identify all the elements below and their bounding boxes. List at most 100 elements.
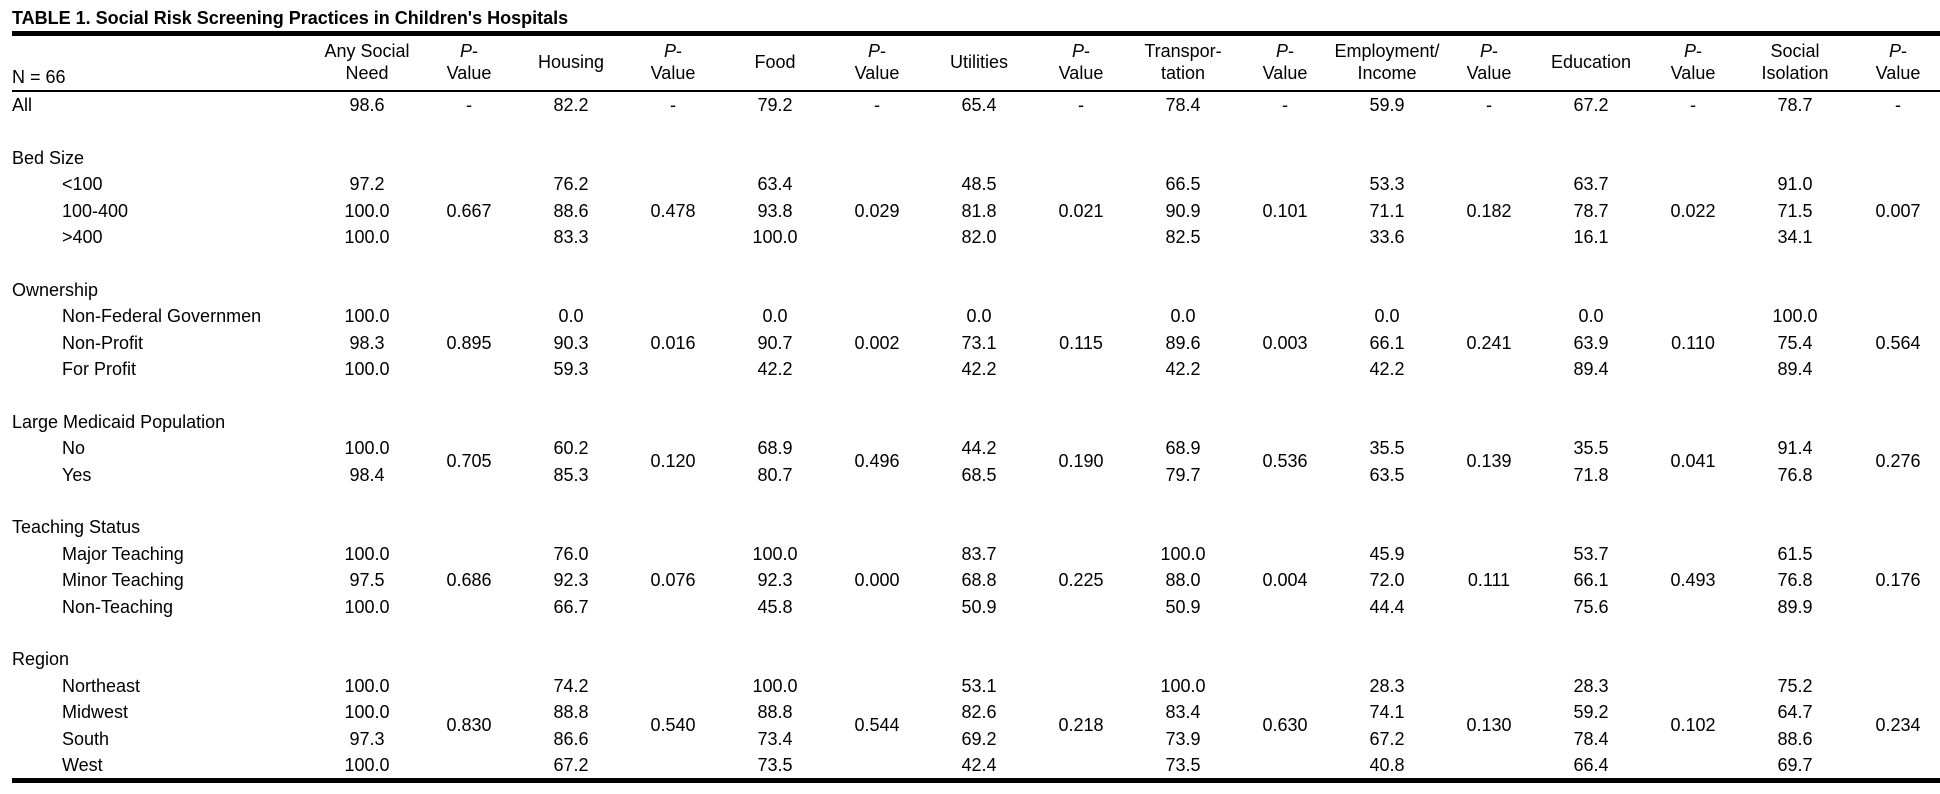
cell-value: 60.2 — [553, 438, 589, 459]
group-label: Region — [12, 649, 70, 670]
p-value: 0.540 — [650, 715, 696, 736]
cell-value: 74.1 — [1369, 702, 1405, 723]
cell-value: 98.3 — [349, 332, 385, 353]
row-label: Yes — [62, 464, 92, 485]
cell-value: 97.5 — [349, 570, 385, 591]
p-value: 0.225 — [1058, 570, 1104, 591]
table-title: TABLE 1. Social Risk Screening Practices… — [12, 8, 569, 28]
data-table: N = 66 Any Social Need P- Value Housing P- … — [12, 31, 1940, 783]
cell-value: 78.7 — [1777, 95, 1813, 116]
cell-value: 67.2 — [1369, 728, 1405, 749]
cell-value: 44.4 — [1369, 596, 1405, 617]
cell-value: 66.1 — [1369, 332, 1405, 353]
row-label: Non-Teaching — [62, 596, 174, 617]
cell-value: 100.0 — [344, 702, 390, 723]
p-value: 0.002 — [854, 332, 900, 353]
p-value: 0.102 — [1670, 715, 1716, 736]
cell-value: 73.9 — [1165, 728, 1201, 749]
cell-value: 66.1 — [1573, 570, 1609, 591]
cell-value: 53.1 — [961, 675, 997, 696]
data-row: Midwest 100.0 88.8 88.8 82.6 83.4 74.1 59.2 64.7 — [12, 699, 1940, 725]
cell-value: 100.0 — [344, 754, 390, 775]
row-label: 100-400 — [62, 200, 129, 221]
cell-value: 100.0 — [1772, 306, 1818, 327]
cell-value: 63.9 — [1573, 332, 1609, 353]
cell-value: 66.4 — [1573, 754, 1609, 775]
cell-value: 0.0 — [1578, 306, 1604, 327]
spacer-cell — [12, 620, 1940, 646]
cell-value: 91.4 — [1777, 438, 1813, 459]
cell-value: 0.0 — [762, 306, 788, 327]
n-label: N = 66 — [12, 67, 66, 87]
cell-value: 42.2 — [1165, 359, 1201, 380]
row-label: Northeast — [62, 675, 141, 696]
p-value-header: P- Value — [1875, 41, 1921, 83]
cell-value: 33.6 — [1369, 227, 1405, 248]
p-value-header: P- Value — [446, 41, 492, 83]
p-value: 0.630 — [1262, 715, 1308, 736]
group-filler — [310, 409, 1940, 435]
spacer-cell — [12, 250, 1940, 276]
cell-value: 69.7 — [1777, 754, 1813, 775]
cell-value: 88.8 — [757, 702, 793, 723]
cell-value: 69.2 — [961, 728, 997, 749]
cell-value: 89.4 — [1573, 359, 1609, 380]
cell-value: 76.8 — [1777, 464, 1813, 485]
spacer-row — [12, 118, 1940, 144]
cell-value: 68.9 — [1165, 438, 1201, 459]
p-value: 0.111 — [1467, 570, 1511, 591]
column-header: Employment/ Income — [1334, 41, 1440, 83]
p-value: 0.218 — [1058, 715, 1104, 736]
cell-value: 79.7 — [1165, 464, 1201, 485]
group-filler — [310, 277, 1940, 303]
row-label: For Profit — [62, 359, 137, 380]
cell-value: 28.3 — [1573, 675, 1609, 696]
p-value: 0.101 — [1262, 200, 1308, 221]
cell-value: 45.8 — [757, 596, 793, 617]
cell-value: 88.6 — [1777, 728, 1813, 749]
spacer-cell — [12, 488, 1940, 514]
cell-value: 42.2 — [1369, 359, 1405, 380]
group-label: Large Medicaid Population — [12, 411, 226, 432]
column-header: Social Isolation — [1761, 41, 1829, 83]
p-value: 0.000 — [854, 570, 900, 591]
data-row: Northeast 100.0 0.830 74.2 0.540 100.0 0.544 53… — [12, 673, 1940, 736]
p-value: 0.544 — [854, 715, 900, 736]
group-filler — [310, 145, 1940, 171]
cell-value: 0.0 — [1374, 306, 1400, 327]
cell-value: 0.0 — [966, 306, 992, 327]
p-value: 0.536 — [1262, 451, 1308, 472]
cell-value: 82.5 — [1165, 227, 1201, 248]
cell-value: 86.6 — [553, 728, 589, 749]
cell-value: 63.7 — [1573, 174, 1609, 195]
cell-value: 75.2 — [1777, 675, 1813, 696]
group-label: Bed Size — [12, 147, 85, 168]
row-label: Non-Profit — [62, 332, 144, 353]
cell-value: 35.5 — [1369, 438, 1405, 459]
cell-value: 65.4 — [961, 95, 997, 116]
data-row: South 97.3 86.6 73.4 69.2 73.9 67.2 78.4 88.6 — [12, 725, 1940, 751]
column-header: Housing — [537, 52, 605, 72]
cell-value: 100.0 — [1160, 675, 1206, 696]
p-value: 0.496 — [854, 451, 900, 472]
p-value-header: P- Value — [1466, 41, 1512, 83]
p-value: 0.110 — [1671, 332, 1715, 353]
cell-value: 100.0 — [344, 359, 390, 380]
p-value: 0.830 — [446, 715, 492, 736]
spacer-cell — [12, 382, 1940, 408]
p-value: - — [670, 95, 676, 116]
cell-value: 71.8 — [1573, 464, 1609, 485]
p-value: 0.182 — [1466, 200, 1512, 221]
p-value-header: P- Value — [1262, 41, 1308, 83]
p-value: 0.686 — [446, 570, 492, 591]
cell-value: 92.3 — [757, 570, 793, 591]
p-value: - — [1282, 95, 1288, 116]
cell-value: 92.3 — [553, 570, 589, 591]
p-value: 0.276 — [1875, 451, 1921, 472]
table-header: N = 66 Any Social Need P- Value Housing P- … — [12, 33, 1940, 91]
cell-value: 89.9 — [1777, 596, 1813, 617]
p-value-header: P- Value — [1670, 41, 1716, 83]
cell-value: 78.4 — [1165, 95, 1201, 116]
cell-value: 100.0 — [344, 543, 390, 564]
cell-value: 93.8 — [757, 200, 793, 221]
